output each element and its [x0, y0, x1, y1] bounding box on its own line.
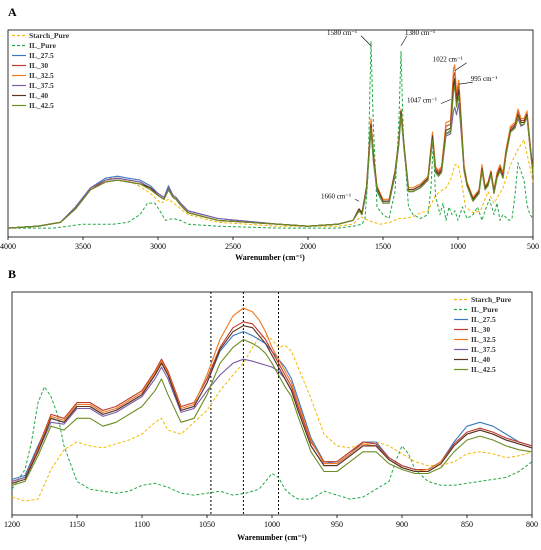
panel-a-series-line-1	[8, 41, 534, 229]
panel-b-legend: Starch_PureIL_PureIL_27.5IL_30IL_32.5IL_…	[454, 295, 512, 374]
panel-b-series-line-0	[11, 335, 533, 502]
panel-b-series-line-5	[11, 358, 533, 482]
panel-a-legend-label-2: IL_27.5	[29, 51, 54, 60]
panel-a-annotation-arrow-5	[354, 199, 360, 202]
panel-b-tick-label-7: 850	[461, 520, 473, 529]
panel-a-tick-label-3: 2500	[225, 242, 241, 251]
panel-a-annotation-arrow-4	[440, 99, 452, 104]
panel-a-tick-label-7: 500	[527, 242, 539, 251]
panel-a-legend-label-7: IL_42.5	[29, 101, 54, 110]
panel-a-legend-label-5: IL_37.5	[29, 81, 54, 90]
panel-b-legend-label-2: IL_27.5	[471, 315, 496, 324]
panel-a-tick-label-6: 1000	[450, 242, 466, 251]
panel-a-letter: A	[8, 5, 17, 19]
panel-b-legend-label-0: Starch_Pure	[471, 295, 512, 304]
panel-b-series-line-4	[11, 307, 533, 482]
panel-a-tick-label-2: 3000	[150, 242, 166, 251]
panel-a-legend-label-4: IL_32.5	[29, 71, 54, 80]
panel-a-annotation-arrow-1	[400, 35, 408, 46]
panel-a-annotation-3: 995 cm⁻¹	[471, 75, 498, 83]
panel-a-legend: Starch_PureIL_PureIL_27.5IL_30IL_32.5IL_…	[12, 31, 70, 110]
panel-b-legend-label-1: IL_Pure	[471, 305, 499, 314]
panel-a-plot-frame	[7, 29, 534, 238]
panel-b-x-ticks: 1200 1150 1100 1050 1000 950 900 850 800	[4, 515, 538, 529]
panel-b-tick-label-8: 800	[526, 520, 538, 529]
panel-a-annotation-arrow-2	[454, 62, 467, 71]
panel-a-legend-label-1: IL_Pure	[29, 41, 57, 50]
panel-b-series-line-2	[11, 331, 533, 480]
panel-a-legend-label-0: Starch_Pure	[29, 31, 70, 40]
panel-a-tick-label-1: 3500	[75, 242, 91, 251]
panel-a-annotation-arrow-3	[458, 81, 473, 85]
panel-b: 1200 1150 1100 1050 1000 950 900 850 800 Starch_…	[4, 291, 538, 542]
panel-a-legend-label-6: IL_40	[29, 91, 48, 100]
panel-a-series	[7, 41, 534, 229]
panel-a-annotation-0: 1580 cm⁻¹	[327, 29, 357, 37]
panel-a-tick-label-4: 2000	[300, 242, 316, 251]
panel-b-series-line-7	[11, 338, 533, 486]
panel-a: 4000 3500 3000 2500 2000 1500 1000 500 1580 cm⁻…	[0, 29, 539, 262]
panel-b-series-line-3	[11, 321, 533, 482]
panel-b-tick-label-6: 900	[396, 520, 408, 529]
panel-a-series-line-3	[7, 72, 534, 229]
panel-b-series	[11, 307, 533, 502]
panel-b-tick-label-3: 1050	[199, 520, 215, 529]
panel-b-legend-label-6: IL_40	[471, 355, 490, 364]
panel-b-legend-label-3: IL_30	[471, 325, 490, 334]
panel-b-series-line-1	[11, 386, 533, 500]
panel-b-tick-label-4: 1000	[264, 520, 280, 529]
panel-b-legend-label-4: IL_32.5	[471, 335, 496, 344]
panel-b-tick-label-1: 1150	[69, 520, 85, 529]
panel-b-plot-frame	[11, 291, 533, 516]
panel-a-annotation-5: 1660 cm⁻¹	[321, 192, 351, 200]
panel-b-legend-label-5: IL_37.5	[471, 345, 496, 354]
panel-b-tick-label-0: 1200	[4, 520, 20, 529]
panel-b-tick-label-5: 950	[331, 520, 343, 529]
panel-a-annotation-4: 1047 cm⁻¹	[407, 97, 437, 105]
panel-a-series-line-0	[7, 139, 534, 229]
panel-a-series-line-7	[7, 85, 534, 229]
panel-b-letter: B	[8, 267, 16, 281]
panel-a-x-ticks: 4000 3500 3000 2500 2000 1500 1000 500	[0, 237, 539, 251]
panel-a-annotation-1: 1380 cm⁻¹	[405, 29, 435, 37]
panel-a-series-line-6	[7, 77, 534, 229]
panel-a-tick-label-0: 4000	[0, 242, 16, 251]
panel-b-legend-label-7: IL_42.5	[471, 365, 496, 374]
panel-a-annotations: 1580 cm⁻¹ 1380 cm⁻¹ 1022 cm⁻¹ 995 cm⁻¹ 1047 …	[321, 29, 497, 202]
panel-a-annotation-arrow-0	[360, 35, 372, 46]
panel-b-tick-label-2: 1100	[134, 520, 150, 529]
panel-a-x-label: Warenumber (cm⁻¹)	[235, 253, 305, 262]
panel-b-series-line-6	[11, 325, 533, 484]
panel-a-annotation-2: 1022 cm⁻¹	[433, 56, 463, 64]
panel-a-legend-label-3: IL_30	[29, 61, 48, 70]
panel-a-series-line-2	[7, 81, 534, 229]
panel-b-x-label: Warenumber (cm⁻¹)	[237, 533, 307, 542]
panel-a-tick-label-5: 1500	[375, 242, 391, 251]
